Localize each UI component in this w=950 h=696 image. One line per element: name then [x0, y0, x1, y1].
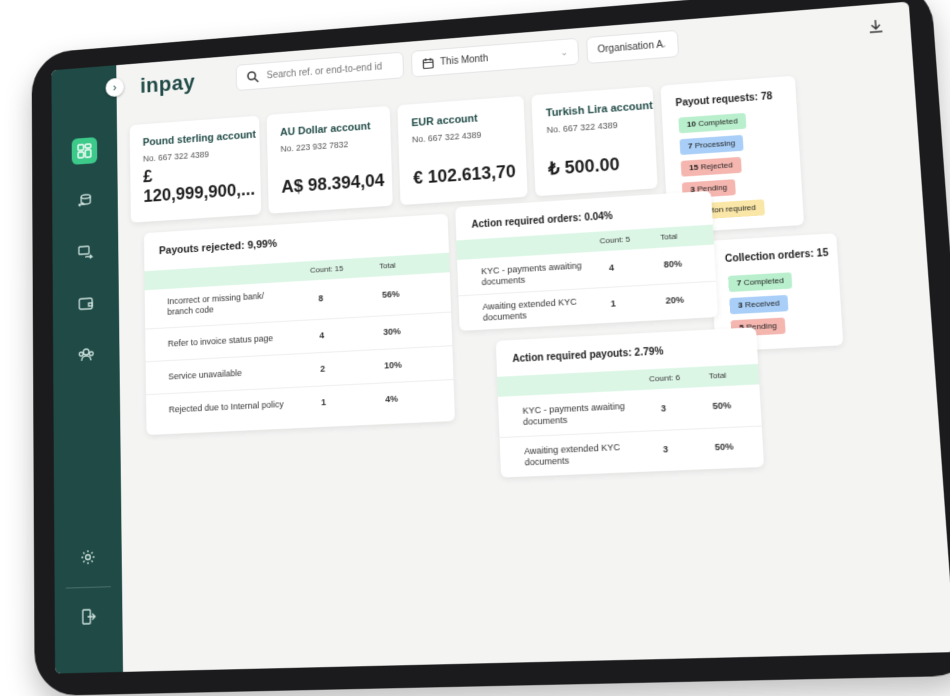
- account-name: EUR account: [411, 112, 478, 130]
- app-screen: › inpay This Month ⌄ Organisation A ⌄ Po…: [51, 1, 950, 674]
- calendar-icon: [422, 56, 435, 69]
- chevron-down-icon: ⌄: [560, 46, 569, 57]
- action-orders-card: Action required orders: 0.04% Count: 5 T…: [455, 190, 718, 331]
- status-badge[interactable]: 15 Rejected: [680, 156, 742, 177]
- account-number: No. 667 322 4389: [546, 120, 618, 135]
- organisation-select[interactable]: Organisation A ⌄: [586, 29, 680, 65]
- download-icon[interactable]: [866, 17, 886, 36]
- users-icon[interactable]: [73, 341, 99, 369]
- account-name: Pound sterling account: [142, 129, 257, 149]
- account-balance: € 102.613,70: [412, 161, 517, 188]
- sidebar-divider: [65, 586, 111, 589]
- logout-icon[interactable]: [75, 602, 102, 631]
- collection-orders-title: Collection orders: 15: [724, 247, 829, 265]
- organisation-value: Organisation A: [597, 39, 664, 55]
- search-box[interactable]: [235, 51, 405, 92]
- dashboard-icon[interactable]: [71, 137, 98, 165]
- account-number: No. 223 932 7832: [280, 139, 349, 154]
- account-name: Turkish Lira account: [545, 99, 654, 120]
- account-balance: £ 120,999,900,...: [143, 166, 256, 206]
- search-input[interactable]: [264, 58, 402, 82]
- account-card-try[interactable]: Turkish Lira account No. 667 322 4389 ₺ …: [531, 86, 658, 197]
- date-filter-select[interactable]: This Month ⌄: [410, 37, 580, 78]
- account-balance: A$ 98.394,04: [281, 170, 385, 197]
- status-badge[interactable]: 7 Completed: [728, 272, 793, 293]
- account-card-gbp[interactable]: Pound sterling account No. 667 322 4389 …: [129, 115, 262, 223]
- account-number: No. 667 322 4389: [142, 149, 210, 164]
- inpay-logo: inpay: [140, 70, 196, 98]
- account-name: AU Dollar account: [279, 120, 371, 139]
- date-filter-value: This Month: [440, 53, 489, 68]
- payouts-rejected-title: Payouts rejected: 9,99%: [158, 238, 278, 257]
- status-badge[interactable]: 3 Received: [729, 294, 789, 315]
- account-card-eur[interactable]: EUR account No. 667 322 4389 € 102.613,7…: [397, 95, 528, 206]
- exchange-icon[interactable]: [72, 238, 98, 266]
- action-payouts-title: Action required payouts: 2.79%: [512, 346, 664, 366]
- status-badge[interactable]: 10 Completed: [678, 112, 747, 134]
- action-orders-title: Action required orders: 0.04%: [471, 210, 614, 231]
- payout-requests-title: Payout requests: 78: [675, 91, 773, 110]
- sidebar: [51, 65, 124, 674]
- account-balance: ₺ 500.00: [547, 154, 621, 179]
- chevron-down-icon: ⌄: [659, 38, 668, 50]
- wallet-icon[interactable]: [73, 289, 99, 317]
- payouts-rejected-card: Payouts rejected: 9,99% Count: 15 Total …: [143, 213, 456, 436]
- settings-icon[interactable]: [75, 543, 101, 572]
- status-badge[interactable]: 7 Processing: [679, 134, 744, 156]
- tablet-frame: › inpay This Month ⌄ Organisation A ⌄ Po…: [31, 0, 950, 696]
- account-number: No. 667 322 4389: [411, 129, 482, 145]
- action-payouts-card: Action required payouts: 2.79% Count: 6 …: [495, 327, 765, 478]
- payouts-icon[interactable]: [72, 187, 98, 215]
- account-card-aud[interactable]: AU Dollar account No. 223 932 7832 A$ 98…: [266, 105, 393, 214]
- search-icon: [246, 70, 259, 84]
